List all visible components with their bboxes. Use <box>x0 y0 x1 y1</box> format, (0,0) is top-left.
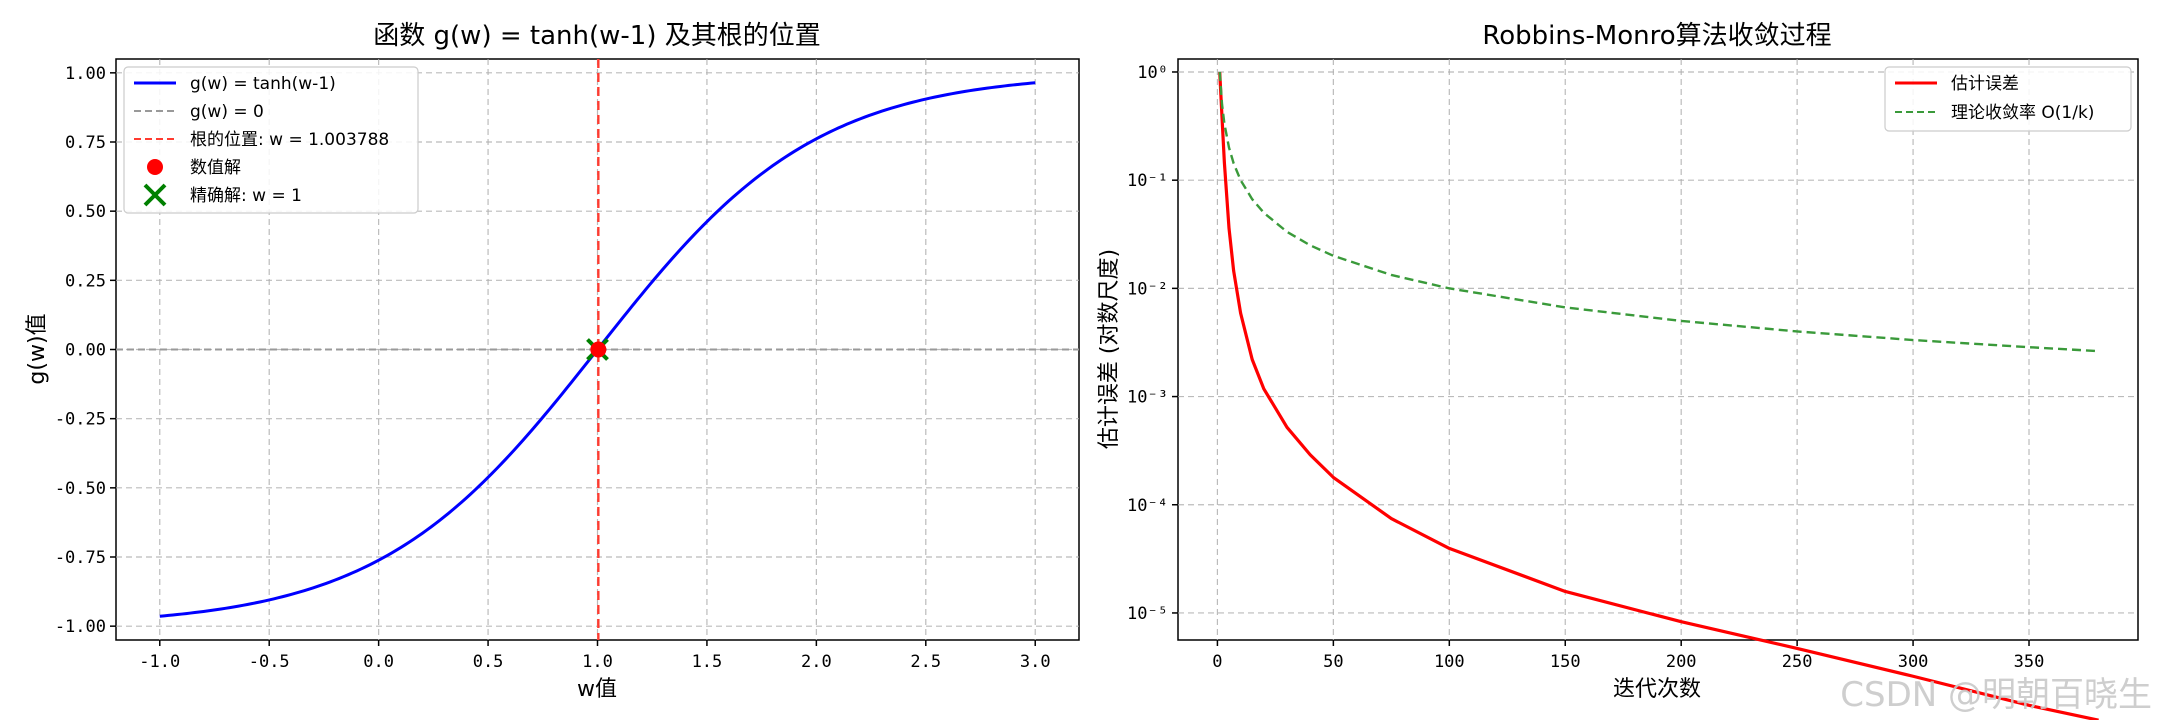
right-y-label: 估计误差 (对数尺度) <box>1097 249 1122 449</box>
left-y-tick-label: 0.75 <box>65 133 106 153</box>
right-y-tick-label: 10⁻¹ <box>1127 171 1168 191</box>
right-y-tick-label: 10⁻³ <box>1127 388 1168 408</box>
left-x-tick-label: 0.5 <box>473 652 504 672</box>
left-x-tick-label: -0.5 <box>249 652 290 672</box>
left-x-label: w值 <box>577 677 617 702</box>
legend-swatch-exact <box>143 183 167 207</box>
right-data <box>1218 71 2099 720</box>
right-x-tick-label: 300 <box>1898 652 1929 672</box>
right-y-tick-label: 10⁻⁴ <box>1127 496 1168 516</box>
right-grid <box>1178 59 2138 640</box>
legend-label-numeric: 数值解 <box>190 158 241 178</box>
right-legend: 估计误差 理论收敛率 O(1/k) <box>1884 66 2132 132</box>
error-curve <box>1218 72 2099 720</box>
left-x-tick-label: 3.0 <box>1020 652 1051 672</box>
left-legend: g(w) = tanh(w-1) g(w) = 0 根的位置: w = 1.00… <box>123 66 419 214</box>
right-x-tick-label: 250 <box>1782 652 1813 672</box>
right-x-tick-label: 150 <box>1550 652 1581 672</box>
left-y-tick-label: 1.00 <box>65 64 106 84</box>
right-y-tick-label: 10⁻⁵ <box>1127 604 1168 624</box>
left-y-tick-label: 0.25 <box>65 271 106 291</box>
watermark: CSDN @明朝百晓生 <box>1840 675 2152 715</box>
theory-curve <box>1218 71 2099 353</box>
right-x-tick-label: 100 <box>1434 652 1465 672</box>
right-x-tick-label: 200 <box>1666 652 1697 672</box>
left-y-tick-label: 0.00 <box>65 341 106 361</box>
left-y-tick-label: -0.25 <box>55 410 106 430</box>
legend-label-root: 根的位置: w = 1.003788 <box>190 130 389 150</box>
left-y-tick-label: -0.50 <box>55 479 106 499</box>
left-y-tick-label: -0.75 <box>55 548 106 568</box>
legend-label-curve: g(w) = tanh(w-1) <box>190 74 336 94</box>
right-x-tick-label: 350 <box>2014 652 2045 672</box>
left-x-tick-label: 2.5 <box>910 652 941 672</box>
right-y-ticks: 10⁰ 10⁻¹ 10⁻² 10⁻³ 10⁻⁴ 10⁻⁵ <box>1127 63 1178 624</box>
right-x-tick-label: 50 <box>1323 652 1343 672</box>
legend-label-exact: 精确解: w = 1 <box>190 186 302 206</box>
left-y-label: g(w)值 <box>25 313 50 384</box>
left-y-tick-label: 0.50 <box>65 202 106 222</box>
left-x-tick-label: -1.0 <box>139 652 180 672</box>
right-legend-box <box>1884 66 2132 132</box>
left-y-ticks: -1.00 -0.75 -0.50 -0.25 0.00 0.25 0.50 0.75 1.00 <box>55 64 116 637</box>
left-chart-title: 函数 g(w) = tanh(w-1) 及其根的位置 <box>373 21 820 51</box>
right-chart-title: Robbins-Monro算法收敛过程 <box>1482 21 1831 51</box>
numeric-solution-marker <box>590 341 607 358</box>
left-x-tick-label: 1.0 <box>582 652 613 672</box>
right-plot-frame <box>1177 58 2139 641</box>
right-x-label: 迭代次数 <box>1613 677 1701 702</box>
right-chart: Robbins-Monro算法收敛过程 0 50 100 150 200 250 300 35… <box>1097 21 2139 720</box>
right-x-ticks: 0 50 100 150 200 250 300 350 <box>1212 640 2044 672</box>
left-y-tick-label: -1.00 <box>55 617 106 637</box>
right-x-tick-label: 0 <box>1212 652 1222 672</box>
left-legend-box <box>123 66 419 214</box>
legend-label-theory: 理论收敛率 O(1/k) <box>1951 103 2094 123</box>
right-y-tick-label: 10⁻² <box>1127 279 1168 299</box>
left-x-ticks: -1.0 -0.5 0.0 0.5 1.0 1.5 2.0 2.5 3.0 <box>139 640 1051 672</box>
left-data <box>116 59 1079 640</box>
right-y-tick-label: 10⁰ <box>1137 63 1168 83</box>
left-x-tick-label: 2.0 <box>801 652 832 672</box>
left-x-tick-label: 0.0 <box>363 652 394 672</box>
left-chart: 函数 g(w) = tanh(w-1) 及其根的位置 -1.0 -0.5 0.0 0.… <box>25 21 1080 702</box>
legend-label-error: 估计误差 <box>1951 74 2019 94</box>
legend-label-zero: g(w) = 0 <box>190 102 264 122</box>
legend-swatch-numeric <box>147 159 163 175</box>
left-x-tick-label: 1.5 <box>692 652 723 672</box>
